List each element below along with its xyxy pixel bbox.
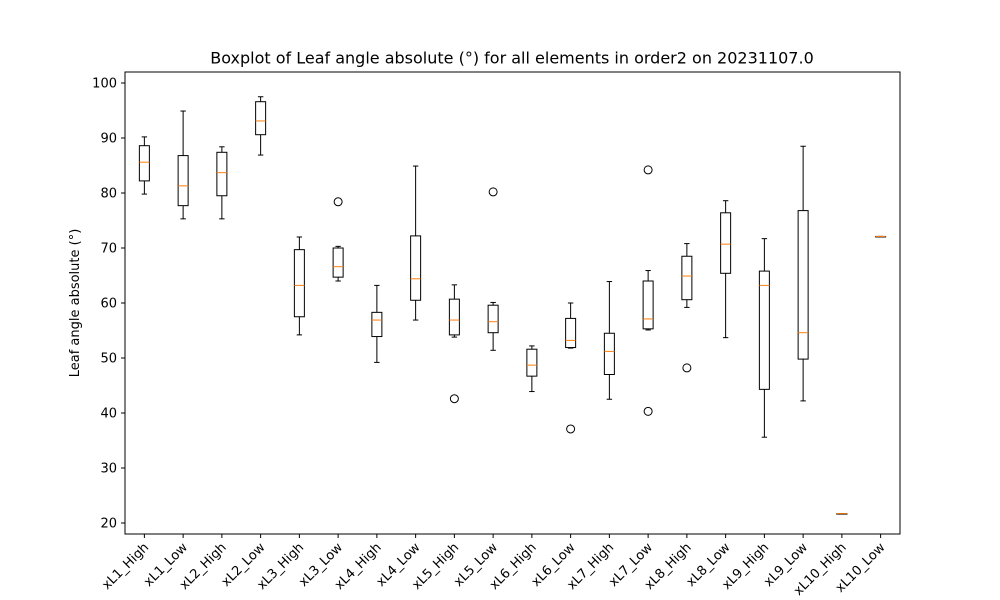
outlier-point	[566, 424, 576, 434]
outlier-point	[682, 363, 692, 373]
box-iqr	[720, 212, 732, 274]
box-iqr	[565, 317, 577, 349]
box-iqr	[758, 270, 770, 390]
box-iqr	[177, 155, 189, 207]
box-iqr	[603, 332, 615, 375]
y-tick-label: 70	[100, 242, 117, 257]
axes-frame	[124, 71, 901, 535]
y-axis-label: Leaf angle absolute (°)	[68, 229, 83, 378]
box-iqr	[332, 247, 344, 278]
outlier-point	[643, 406, 653, 416]
box-iqr	[410, 235, 422, 301]
y-tick-label: 50	[100, 352, 117, 367]
y-tick-label: 20	[100, 517, 117, 532]
box-iqr	[448, 298, 460, 336]
box-iqr	[293, 249, 305, 318]
box-iqr	[216, 151, 228, 197]
outlier-point	[488, 187, 498, 197]
outlier-point	[333, 197, 343, 207]
y-tick-label: 80	[100, 187, 117, 202]
box-iqr	[487, 304, 499, 334]
box-iqr	[642, 280, 654, 330]
y-tick-label: 30	[100, 462, 117, 477]
box-iqr	[371, 311, 383, 338]
box-iqr	[138, 145, 150, 182]
box-iqr	[797, 210, 809, 360]
outlier-point	[449, 394, 459, 404]
y-tick-label: 90	[100, 132, 117, 147]
box-iqr	[255, 101, 267, 136]
y-tick-label: 100	[92, 77, 117, 92]
y-tick-label: 40	[100, 407, 117, 422]
outlier-point	[643, 165, 653, 175]
y-tick-label: 60	[100, 297, 117, 312]
box-iqr	[526, 348, 538, 377]
chart-title: Boxplot of Leaf angle absolute (°) for a…	[210, 49, 814, 68]
box-iqr	[681, 255, 693, 301]
